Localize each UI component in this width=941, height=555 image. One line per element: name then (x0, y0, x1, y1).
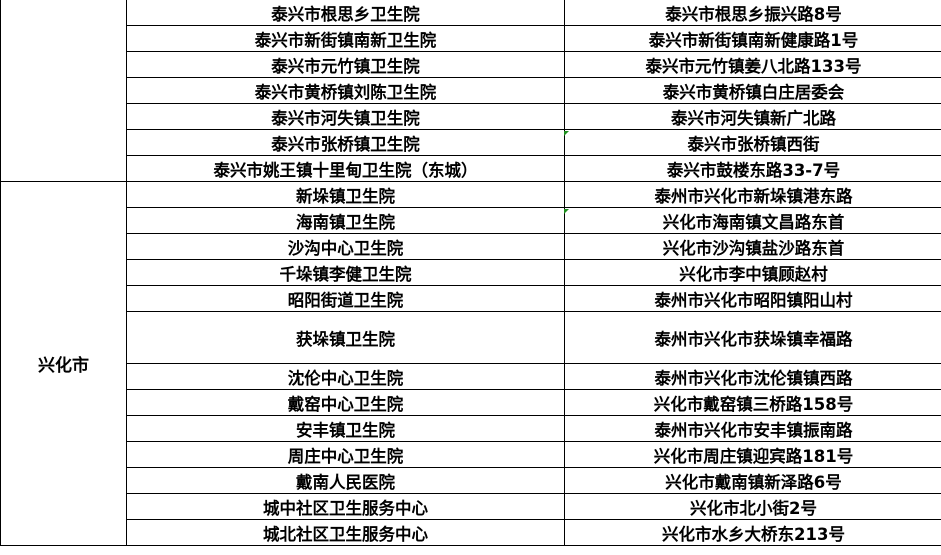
address-cell[interactable]: 泰州市兴化市获垛镇幸福路 (564, 311, 941, 364)
hospital-name-cell[interactable]: 泰兴市黄桥镇刘陈卫生院 (126, 77, 565, 104)
table-row: 泰兴市根思乡卫生院 泰兴市根思乡振兴路8号 (0, 0, 941, 182)
hospital-name-cell[interactable]: 泰兴市姚王镇十里甸卫生院（东城） (126, 155, 565, 182)
hospital-name-cell[interactable]: 沙沟中心卫生院 (126, 233, 565, 260)
hospital-name-cell[interactable]: 泰兴市根思乡卫生院 (126, 0, 565, 26)
address-cell[interactable]: 泰兴市元竹镇姜八北路133号 (564, 51, 941, 78)
hospital-name-cell[interactable]: 泰兴市张桥镇卫生院 (126, 129, 565, 156)
address-cell[interactable]: 泰州市兴化市昭阳镇阳山村 (564, 285, 941, 312)
table-row: 沈伦中心卫生院 泰州市兴化市沈伦镇镇西路 (1, 363, 941, 390)
hospital-name-cell[interactable]: 新垛镇卫生院 (126, 181, 565, 208)
hospital-name-cell[interactable]: 海南镇卫生院 (126, 207, 565, 234)
hospital-name-cell[interactable]: 城中社区卫生服务中心 (126, 493, 565, 520)
cell-comment-marker (564, 131, 569, 136)
address-cell[interactable]: 泰兴市新街镇南新健康路1号 (564, 25, 941, 52)
cell-comment-marker (564, 209, 569, 214)
hospital-name-cell[interactable]: 周庄中心卫生院 (126, 441, 565, 468)
table-row: 昭阳街道卫生院 泰州市兴化市昭阳镇阳山村 (1, 285, 941, 312)
table-row: 城中社区卫生服务中心 兴化市北小街2号 (1, 493, 941, 520)
address-cell[interactable]: 泰兴市黄桥镇白庄居委会 (564, 77, 941, 104)
address-cell[interactable]: 兴化市李中镇顾赵村 (564, 259, 941, 286)
table-row: 兴化市 新垛镇卫生院 泰州市兴化市新垛镇港东路 (0, 181, 941, 546)
hospital-name-cell[interactable]: 泰兴市河失镇卫生院 (126, 103, 565, 130)
table-row: 泰兴市元竹镇卫生院 泰兴市元竹镇姜八北路133号 (1, 51, 941, 78)
address-cell[interactable]: 泰兴市根思乡振兴路8号 (564, 0, 941, 26)
table-row: 获垛镇卫生院 泰州市兴化市获垛镇幸福路 (1, 311, 941, 364)
table-row: 海南镇卫生院 兴化市海南镇文昌路东首 (1, 207, 941, 234)
table-row: 千垛镇李健卫生院 兴化市李中镇顾赵村 (1, 259, 941, 286)
address-cell[interactable]: 泰州市兴化市沈伦镇镇西路 (564, 363, 941, 390)
address-cell[interactable]: 泰兴市鼓楼东路33-7号 (564, 155, 941, 182)
table-row: 戴窑中心卫生院 兴化市戴窑镇三桥路158号 (1, 389, 941, 416)
table-row: 泰兴市新街镇南新卫生院 泰兴市新街镇南新健康路1号 (1, 25, 941, 52)
table-row: 周庄中心卫生院 兴化市周庄镇迎宾路181号 (1, 441, 941, 468)
address-cell[interactable]: 泰州市兴化市安丰镇振南路 (564, 415, 941, 442)
hospital-name-cell[interactable]: 沈伦中心卫生院 (126, 363, 565, 390)
address-cell[interactable]: 兴化市北小街2号 (564, 493, 941, 520)
table-row: 泰兴市黄桥镇刘陈卫生院 泰兴市黄桥镇白庄居委会 (1, 77, 941, 104)
address-cell[interactable]: 泰兴市河失镇新广北路 (564, 103, 941, 130)
table-row: 戴南人民医院 兴化市戴南镇新泽路6号 (1, 467, 941, 494)
table-row: 城北社区卫生服务中心 兴化市水乡大桥东213号 (1, 519, 941, 546)
address-cell[interactable]: 兴化市海南镇文昌路东首 (564, 207, 941, 234)
city-cell[interactable]: 兴化市 (0, 181, 127, 546)
table-row: 泰兴市河失镇卫生院 泰兴市河失镇新广北路 (1, 103, 941, 130)
address-cell[interactable]: 兴化市周庄镇迎宾路181号 (564, 441, 941, 468)
table-row: 泰兴市张桥镇卫生院 泰兴市张桥镇西街 (1, 129, 941, 156)
hospital-name-cell[interactable]: 千垛镇李健卫生院 (126, 259, 565, 286)
city-cell[interactable] (0, 0, 127, 182)
address-cell[interactable]: 兴化市戴南镇新泽路6号 (564, 467, 941, 494)
address-cell[interactable]: 泰兴市张桥镇西街 (564, 129, 941, 156)
table-row: 泰兴市姚王镇十里甸卫生院（东城） 泰兴市鼓楼东路33-7号 (1, 155, 941, 182)
hospital-name-cell[interactable]: 安丰镇卫生院 (126, 415, 565, 442)
hospital-name-cell[interactable]: 戴南人民医院 (126, 467, 565, 494)
hospital-name-cell[interactable]: 泰兴市元竹镇卫生院 (126, 51, 565, 78)
table-row: 沙沟中心卫生院 兴化市沙沟镇盐沙路东首 (1, 233, 941, 260)
address-cell[interactable]: 兴化市沙沟镇盐沙路东首 (564, 233, 941, 260)
address-cell[interactable]: 兴化市水乡大桥东213号 (564, 519, 941, 546)
hospital-name-cell[interactable]: 泰兴市新街镇南新卫生院 (126, 25, 565, 52)
hospital-name-cell[interactable]: 获垛镇卫生院 (126, 311, 565, 364)
address-cell[interactable]: 兴化市戴窑镇三桥路158号 (564, 389, 941, 416)
address-cell[interactable]: 泰州市兴化市新垛镇港东路 (564, 181, 941, 208)
hospital-name-cell[interactable]: 昭阳街道卫生院 (126, 285, 565, 312)
hospital-name-cell[interactable]: 戴窑中心卫生院 (126, 389, 565, 416)
hospital-name-cell[interactable]: 城北社区卫生服务中心 (126, 519, 565, 546)
table-row: 安丰镇卫生院 泰州市兴化市安丰镇振南路 (1, 415, 941, 442)
